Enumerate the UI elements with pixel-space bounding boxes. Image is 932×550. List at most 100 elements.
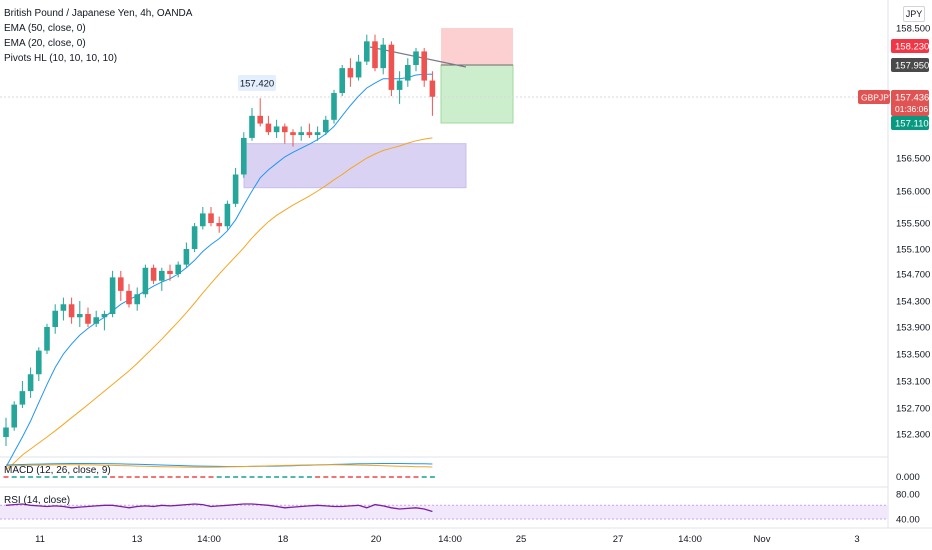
candle xyxy=(273,119,280,138)
macd-histogram-bar xyxy=(183,476,189,478)
macd-histogram-bar xyxy=(134,476,140,478)
time-tick-label: 13 xyxy=(132,534,143,545)
macd-histogram-bar xyxy=(159,476,165,478)
candle xyxy=(232,167,239,207)
candle xyxy=(109,270,116,318)
macd-histogram-bar xyxy=(257,476,263,478)
macd-histogram-bar xyxy=(421,476,427,478)
price-tick-label: 156.500 xyxy=(896,154,930,165)
high-annotation-box xyxy=(238,75,276,91)
time-tick-label: 3 xyxy=(854,534,859,545)
candle-body xyxy=(232,174,239,204)
macd-histogram-bar xyxy=(331,476,337,478)
macd-histogram-bar xyxy=(249,476,255,478)
symbol-title[interactable]: British Pound / Japanese Yen, 4h, OANDA xyxy=(4,8,193,19)
legend-pivots[interactable]: Pivots HL (10, 10, 10, 10) xyxy=(4,53,118,64)
macd-histogram-bar xyxy=(36,476,42,478)
macd-histogram-bar xyxy=(200,476,206,478)
candle-body xyxy=(167,270,173,274)
candle-body xyxy=(118,277,124,291)
price-tick-label: 152.300 xyxy=(896,430,930,441)
candle xyxy=(282,123,288,144)
entry-price-tag-label: 157.950 xyxy=(895,61,929,72)
candle-body xyxy=(405,65,411,81)
candle xyxy=(265,115,272,136)
macd-histogram-bar xyxy=(126,476,132,478)
candle xyxy=(150,264,157,285)
time-axis[interactable]: 11 13 14:00 18 20 14:00 25 27 14:00 Nov 3 xyxy=(35,534,860,545)
candle-body xyxy=(290,132,296,136)
macd-histogram-bar xyxy=(241,476,247,478)
grid-layer xyxy=(0,0,932,529)
macd-legend[interactable]: MACD (12, 26, close, 9) xyxy=(4,465,111,476)
candles-layer[interactable]: 157.420 xyxy=(3,34,436,446)
candle xyxy=(323,115,329,136)
candle-body xyxy=(159,270,165,281)
macd-histogram-bar xyxy=(142,476,148,478)
candle xyxy=(421,48,427,87)
macd-histogram-bar xyxy=(339,476,345,478)
price-axis[interactable]: 158.500 156.500 156.000 155.500 155.100 154.7… xyxy=(896,24,930,526)
candle xyxy=(290,129,296,147)
candle xyxy=(372,34,378,72)
candle xyxy=(191,223,198,253)
candle-body xyxy=(273,126,280,133)
candle xyxy=(364,34,370,65)
time-tick-label: 14:00 xyxy=(438,534,462,545)
price-tick-label: 155.100 xyxy=(896,245,930,256)
ema50-line xyxy=(5,137,433,471)
candle-body xyxy=(216,223,222,227)
last-price-label: 157.436 xyxy=(895,93,929,104)
take-profit-zone xyxy=(440,64,514,124)
candle xyxy=(331,89,337,124)
rsi-line xyxy=(5,503,433,513)
candle-body xyxy=(282,126,288,133)
last-price-box xyxy=(891,90,929,116)
candle xyxy=(380,38,386,75)
ema20-line xyxy=(5,73,433,468)
rsi-tick-label: 40.00 xyxy=(896,515,920,526)
candle xyxy=(36,347,42,381)
candle xyxy=(216,216,222,233)
candle-body xyxy=(314,132,321,136)
time-tick-label: 18 xyxy=(278,534,289,545)
candle-body xyxy=(380,44,386,69)
ema-layer xyxy=(5,73,433,471)
macd-histogram-bar xyxy=(233,476,239,478)
macd-histogram-bar xyxy=(118,476,124,478)
candle-body xyxy=(150,267,157,281)
macd-histogram-bar xyxy=(274,476,280,478)
rsi-legend[interactable]: RSI (14, close) xyxy=(4,495,71,506)
time-tick-label: 11 xyxy=(35,534,45,545)
legend-ema50[interactable]: EMA (50, close, 0) xyxy=(4,23,86,34)
stop-price-tag-box xyxy=(891,39,929,53)
entry-price-tag-box xyxy=(891,58,929,72)
candle-body xyxy=(77,314,83,318)
candle xyxy=(11,401,17,431)
price-tick-label: 158.500 xyxy=(896,24,930,35)
macd-histogram-bar xyxy=(388,476,394,478)
time-tick-label: Nov xyxy=(754,534,771,545)
candle-body xyxy=(109,277,116,314)
macd-histogram-bar xyxy=(11,476,17,478)
candle-body xyxy=(331,93,337,120)
legend-ema20[interactable]: EMA (20, close, 0) xyxy=(4,38,86,49)
candle xyxy=(85,307,91,327)
macd-histogram-bar xyxy=(69,476,75,478)
macd-histogram-bar xyxy=(175,476,181,478)
target-price-tag: 157.110 xyxy=(891,116,929,130)
candle xyxy=(101,310,108,331)
candle-body xyxy=(413,51,419,65)
currency-button[interactable]: JPY xyxy=(903,6,925,22)
macd-histogram-bar xyxy=(208,476,214,478)
price-tick-label: 153.500 xyxy=(896,350,930,361)
macd-histogram-bar xyxy=(44,476,50,478)
candle xyxy=(27,367,34,398)
target-price-tag-label: 157.110 xyxy=(895,119,929,130)
candle-body xyxy=(191,226,198,249)
price-tick-label: 153.100 xyxy=(896,377,930,388)
candle xyxy=(396,71,403,104)
price-tick-label: 153.900 xyxy=(896,323,930,334)
candle-body xyxy=(11,404,17,428)
